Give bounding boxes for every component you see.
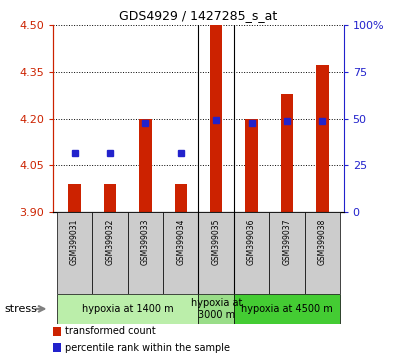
- Title: GDS4929 / 1427285_s_at: GDS4929 / 1427285_s_at: [119, 9, 278, 22]
- Bar: [245, 119, 258, 212]
- Bar: [57, 294, 199, 324]
- Text: GSM399036: GSM399036: [247, 219, 256, 266]
- Text: GSM399034: GSM399034: [176, 219, 185, 266]
- Text: GSM399038: GSM399038: [318, 219, 327, 265]
- Bar: [305, 212, 340, 294]
- Bar: [128, 212, 163, 294]
- Bar: [234, 212, 269, 294]
- Bar: [281, 93, 293, 212]
- Text: hypoxia at
3000 m: hypoxia at 3000 m: [190, 298, 242, 320]
- Text: GSM399032: GSM399032: [105, 219, 115, 265]
- Bar: [92, 212, 128, 294]
- Bar: [269, 212, 305, 294]
- Bar: [210, 25, 222, 212]
- Bar: [53, 343, 60, 353]
- Bar: [68, 184, 81, 212]
- Text: GSM399037: GSM399037: [282, 219, 292, 266]
- Bar: [175, 184, 187, 212]
- Text: hypoxia at 4500 m: hypoxia at 4500 m: [241, 304, 333, 314]
- Text: transformed count: transformed count: [65, 326, 156, 336]
- Text: stress: stress: [4, 304, 37, 314]
- Bar: [104, 184, 116, 212]
- Bar: [163, 212, 199, 294]
- Bar: [316, 65, 329, 212]
- Text: percentile rank within the sample: percentile rank within the sample: [65, 343, 230, 353]
- Bar: [199, 212, 234, 294]
- Text: GSM399031: GSM399031: [70, 219, 79, 265]
- Bar: [199, 294, 234, 324]
- Text: hypoxia at 1400 m: hypoxia at 1400 m: [82, 304, 173, 314]
- Text: GSM399035: GSM399035: [212, 219, 221, 266]
- Bar: [234, 294, 340, 324]
- Text: GSM399033: GSM399033: [141, 219, 150, 266]
- Bar: [53, 327, 60, 336]
- Bar: [139, 119, 152, 212]
- Bar: [57, 212, 92, 294]
